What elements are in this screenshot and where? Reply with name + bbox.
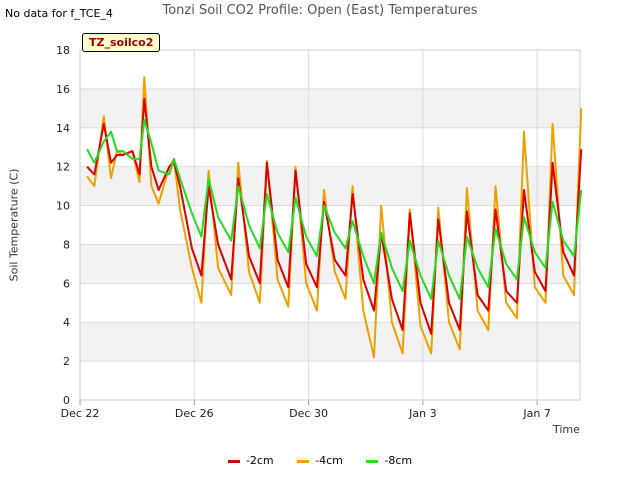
grid-band — [80, 244, 580, 284]
legend-swatch-4cm — [297, 459, 310, 463]
y-tick-label: 14 — [56, 122, 70, 135]
legend-swatch-8cm — [366, 459, 379, 463]
y-tick-label: 16 — [56, 83, 70, 96]
grid-band — [80, 88, 580, 128]
chart-title: Tonzi Soil CO2 Profile: Open (East) Temp… — [162, 3, 478, 18]
series-line-8cm — [86, 119, 583, 300]
x-tick-label: Jan 7 — [522, 407, 550, 420]
legend-item-2cm: -2cm — [227, 454, 274, 467]
x-axis-label: Time — [553, 423, 580, 436]
y-tick-label: 6 — [63, 277, 70, 290]
site-tag: TZ_soilco2 — [82, 33, 161, 52]
y-tick-label: 10 — [56, 200, 70, 213]
y-tick-label: 18 — [56, 44, 70, 57]
grid-band — [80, 322, 580, 362]
legend-label-4cm: -4cm — [315, 454, 343, 467]
x-tick-label: Jan 3 — [408, 407, 436, 420]
legend-label-8cm: -8cm — [384, 454, 413, 467]
y-tick-label: 2 — [63, 355, 70, 368]
x-tick-label: Dec 30 — [289, 407, 328, 420]
x-tick-label: Dec 26 — [175, 407, 214, 420]
y-tick-label: 4 — [63, 316, 70, 329]
legend: -2cm -4cm -8cm — [0, 454, 640, 467]
y-tick-label: 0 — [63, 394, 70, 407]
x-tick-label: Dec 22 — [61, 407, 100, 420]
legend-item-4cm: -4cm — [297, 454, 343, 467]
series-line-2cm — [86, 97, 583, 335]
legend-item-8cm: -8cm — [366, 454, 412, 467]
legend-swatch-2cm — [227, 459, 240, 463]
no-data-notice: No data for f_TCE_4 — [5, 7, 113, 20]
legend-label-2cm: -2cm — [245, 454, 274, 467]
grid-band — [80, 166, 580, 206]
y-tick-label: 8 — [63, 238, 70, 251]
plot-frame — [79, 49, 581, 401]
y-tick-label: 12 — [56, 161, 70, 174]
